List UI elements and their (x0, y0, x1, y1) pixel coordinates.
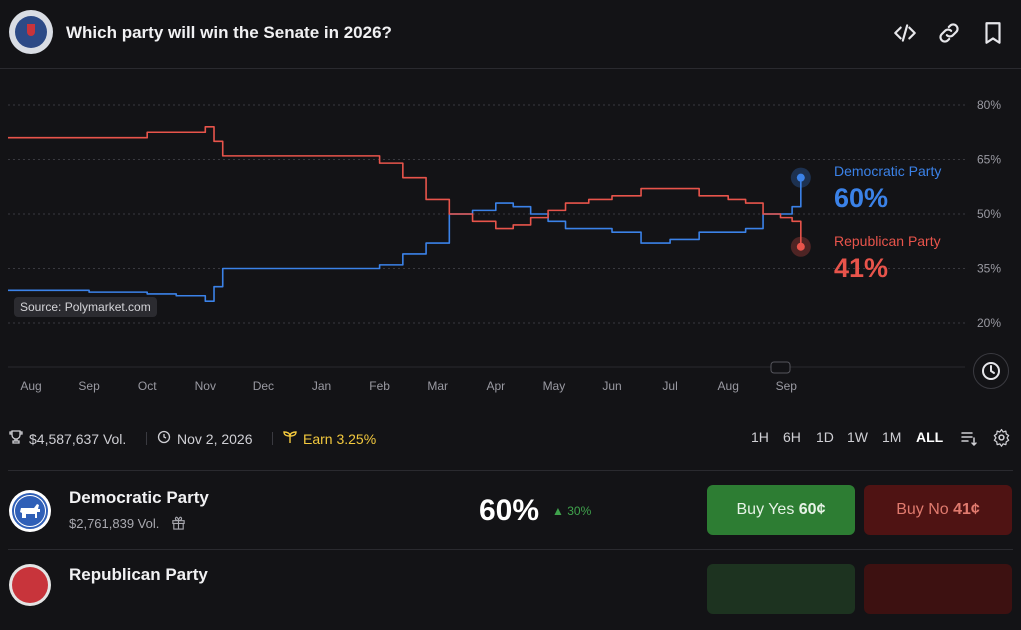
series-name-label: Republican Party (834, 233, 941, 249)
volume-stat: $4,587,637 Vol. (9, 430, 126, 447)
y-tick-label: 50% (977, 207, 1001, 221)
earn-stat[interactable]: Earn 3.25% (283, 430, 376, 447)
x-tick-label: Oct (138, 379, 157, 393)
outcome-row-democratic[interactable]: Democratic Party $2,761,839 Vol. 60% ▲ 3… (0, 472, 1021, 550)
range-1d[interactable]: 1D (816, 429, 834, 445)
range-1h[interactable]: 1H (751, 429, 769, 445)
x-tick-label: Apr (486, 379, 505, 393)
source-label: Source: Polymarket.com (14, 297, 157, 317)
outcome-change-text: 30% (567, 504, 592, 518)
x-tick-label: Jun (602, 379, 621, 393)
x-tick-label: Sep (776, 379, 798, 393)
buy-yes-label: Buy Yes (736, 501, 795, 518)
clock-icon (982, 362, 1000, 380)
buy-no-price: 41¢ (953, 501, 980, 518)
divider (146, 432, 147, 445)
y-tick-label: 20% (977, 316, 1001, 330)
sprout-icon (283, 431, 297, 443)
outcome-name: Democratic Party (69, 488, 209, 507)
x-tick-label: Dec (253, 379, 274, 393)
series-line (8, 177, 802, 302)
outcome-probability: 60% (479, 494, 540, 527)
divider (272, 432, 273, 445)
x-tick-label: Nov (195, 379, 216, 393)
democratic-party-avatar (9, 490, 51, 532)
y-tick-label: 35% (977, 262, 1001, 276)
y-tick-label: 65% (977, 153, 1001, 167)
settings-icon[interactable] (992, 428, 1011, 447)
bookmark-icon[interactable] (980, 20, 1006, 46)
y-tick-label: 80% (977, 98, 1001, 112)
market-stats-bar: $4,587,637 Vol. Nov 2, 2026 Earn 3.25% 1… (0, 425, 1021, 451)
x-tick-label: Feb (369, 379, 390, 393)
divider (8, 470, 1013, 471)
republican-party-avatar (9, 564, 51, 606)
price-history-chart[interactable]: 80% 65% 50% 35% 20% Aug Sep Oct Nov Dec Jan Feb Mar A… (0, 80, 1021, 410)
x-tick-label: Jan (312, 379, 331, 393)
senate-seal-icon (9, 10, 53, 54)
end-date-text: Nov 2, 2026 (177, 431, 253, 447)
range-1w[interactable]: 1W (847, 429, 868, 445)
buy-yes-button[interactable] (707, 564, 855, 614)
buy-no-button[interactable]: Buy No 41¢ (864, 485, 1012, 535)
series-value-label: 41% (834, 253, 888, 283)
outcome-name: Republican Party (69, 565, 208, 584)
outcome-change: ▲ 30% (552, 504, 592, 518)
series-end-dot (796, 173, 805, 182)
series-end-dot (796, 242, 805, 251)
x-tick-label: Aug (20, 379, 41, 393)
x-tick-label: Jul (662, 379, 677, 393)
market-header: Which party will win the Senate in 2026? (0, 0, 1021, 69)
range-6h[interactable]: 6H (783, 429, 801, 445)
series-value-label: 60% (834, 183, 888, 213)
link-icon[interactable] (936, 20, 962, 46)
outcome-row-republican[interactable]: Republican Party (0, 552, 1021, 630)
buy-yes-price: 60¢ (798, 501, 826, 518)
trophy-icon (9, 430, 23, 444)
range-1m[interactable]: 1M (882, 429, 902, 445)
clock-icon (157, 430, 171, 444)
outcome-volume: $2,761,839 Vol. (69, 515, 186, 531)
earn-text: Earn 3.25% (303, 431, 377, 447)
donkey-icon (15, 496, 45, 526)
buy-no-label: Buy No (896, 501, 949, 518)
range-all[interactable]: ALL (916, 429, 944, 445)
x-tick-label: Mar (427, 379, 448, 393)
gift-icon[interactable] (171, 515, 186, 530)
divider (8, 549, 1013, 550)
outcome-volume-text: $2,761,839 Vol. (69, 516, 160, 531)
x-tick-label: Aug (718, 379, 739, 393)
history-button[interactable] (973, 353, 1009, 389)
x-tick-label: Sep (78, 379, 100, 393)
page-title: Which party will win the Senate in 2026? (66, 23, 392, 42)
scrub-handle (770, 361, 791, 374)
embed-icon[interactable] (892, 20, 918, 46)
series-name-label: Democratic Party (834, 163, 941, 179)
buy-yes-button[interactable]: Buy Yes 60¢ (707, 485, 855, 535)
x-tick-label: May (543, 379, 566, 393)
volume-text: $4,587,637 Vol. (29, 431, 127, 447)
sort-icon[interactable] (960, 429, 978, 447)
buy-no-button[interactable] (864, 564, 1012, 614)
series-line (8, 126, 802, 247)
date-stat: Nov 2, 2026 (157, 430, 253, 447)
